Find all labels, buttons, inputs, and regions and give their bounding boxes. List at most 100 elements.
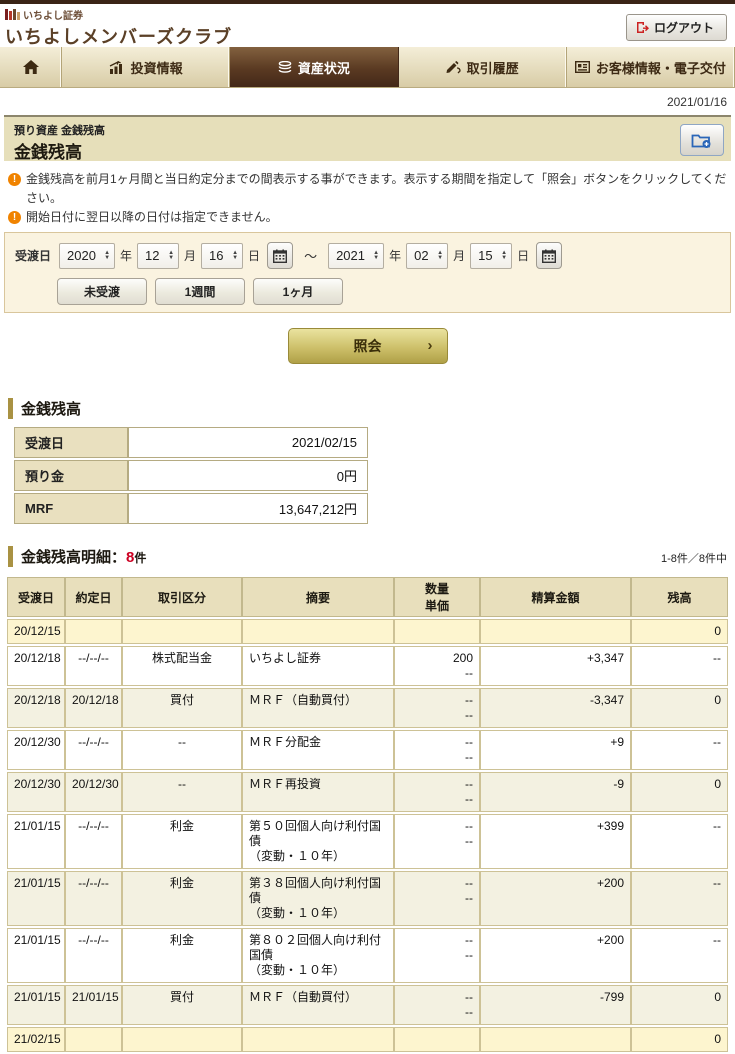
tab-home[interactable]: [0, 47, 62, 87]
folder-plus-icon: [691, 132, 713, 149]
from-month-value: 12: [145, 248, 160, 263]
to-year-select[interactable]: 2021 ▲ ▼: [328, 242, 385, 269]
date-range-form: 受渡日 2020 ▲ ▼ 年 12 ▲ ▼ 月 16 ▲ ▼ 日 ～ 2021 ▲ ▼ …: [4, 232, 731, 313]
cell-settle-date: 21/01/15: [7, 985, 65, 1025]
from-day-select[interactable]: 16 ▲ ▼: [201, 242, 244, 269]
to-year-value: 2021: [336, 248, 365, 263]
from-calendar-button[interactable]: [267, 242, 294, 269]
cell-trade-date: --/--/--: [65, 814, 122, 869]
cell-trade-date: 20/12/30: [65, 772, 122, 812]
cell-settle-date: 20/12/18: [7, 646, 65, 686]
table-row: 20/12/30 --/--/-- -- ＭＲＦ分配金 -- -- +9 --: [7, 730, 728, 770]
summary-label: MRF: [14, 493, 128, 524]
table-row: 21/01/15 21/01/15 買付 ＭＲＦ（自動買付） -- -- -799 0: [7, 985, 728, 1025]
tab-investment-info[interactable]: 投資情報: [62, 47, 231, 87]
cell-settle-date: 20/12/30: [7, 730, 65, 770]
cell-transaction-type: 利金: [122, 814, 242, 869]
cell-settlement-amount: +200: [480, 871, 631, 926]
quick-button-undelivered[interactable]: 未受渡: [57, 278, 147, 305]
notice-list: ! 金銭残高を前月1ヶ月間と当日約定分までの間表示する事ができます。表示する期間…: [8, 170, 727, 227]
table-row: 預り金 0円: [14, 460, 368, 491]
cell-settlement-amount: +200: [480, 928, 631, 983]
inquiry-submit-button[interactable]: 照会 ›: [287, 328, 448, 364]
bar-chart-icon: [109, 60, 125, 74]
cell-description: 第８０２回個人向け利付国債 （変動・１０年）: [242, 928, 394, 983]
cell-trade-date: [65, 1027, 122, 1052]
tab-asset-status[interactable]: 資産状況: [230, 47, 399, 87]
to-day-select[interactable]: 15 ▲ ▼: [470, 242, 513, 269]
cell-transaction-type: [122, 1027, 242, 1052]
save-to-folder-button[interactable]: [680, 124, 724, 156]
detail-table: 受渡日 約定日 取引区分 摘要 数量 単価 精算金額 残高 20/12/15 0 20…: [7, 575, 728, 1054]
cell-settlement-amount: -799: [480, 985, 631, 1025]
cell-balance: --: [631, 871, 728, 926]
to-calendar-button[interactable]: [536, 242, 563, 269]
detail-section-header: 金銭残高明細：8件 1-8件／8件中: [8, 546, 727, 567]
stepper-arrows-icon: ▲ ▼: [168, 249, 175, 261]
quick-button-one-month[interactable]: 1ヶ月: [253, 278, 343, 305]
day-unit: 日: [248, 249, 261, 263]
logout-button[interactable]: ログアウト: [625, 14, 727, 41]
cell-balance: 0: [631, 688, 728, 728]
tab-customer-info[interactable]: お客様情報・電子交付: [567, 47, 735, 87]
logo-stripes-icon: [5, 9, 20, 20]
table-row: 21/01/15 --/--/-- 利金 第５０回個人向け利付国債 （変動・１０年） --…: [7, 814, 728, 869]
cell-quantity-unit-price: 200 --: [394, 646, 480, 686]
notice-item: ! 金銭残高を前月1ヶ月間と当日約定分までの間表示する事ができます。表示する期間…: [8, 170, 727, 208]
cell-quantity-unit-price: -- --: [394, 985, 480, 1025]
cell-balance: --: [631, 928, 728, 983]
site-title: いちよしメンバーズクラブ: [5, 27, 233, 47]
summary-label: 受渡日: [14, 427, 128, 458]
cell-settle-date: 20/12/15: [7, 619, 65, 644]
cell-quantity-unit-price: -- --: [394, 730, 480, 770]
calendar-icon: [273, 249, 288, 263]
cell-balance: 0: [631, 772, 728, 812]
calendar-icon: [542, 249, 557, 263]
cell-trade-date: --/--/--: [65, 928, 122, 983]
cell-quantity-unit-price: [394, 619, 480, 644]
summary-table: 受渡日 2021/02/15 預り金 0円 MRF 13,647,212円: [14, 425, 368, 526]
from-year-select[interactable]: 2020 ▲ ▼: [59, 242, 116, 269]
tab-label: お客様情報・電子交付: [595, 60, 726, 76]
to-month-select[interactable]: 02 ▲ ▼: [406, 242, 449, 269]
tab-label: 投資情報: [130, 60, 183, 76]
cell-description: ＭＲＦ再投資: [242, 772, 394, 812]
cell-trade-date: [65, 619, 122, 644]
table-row: 21/01/15 --/--/-- 利金 第３８回個人向け利付国債 （変動・１０年） --…: [7, 871, 728, 926]
col-settle-date: 受渡日: [7, 577, 65, 617]
cell-description: ＭＲＦ（自動買付）: [242, 688, 394, 728]
day-unit: 日: [517, 249, 530, 263]
cell-description: いちよし証券: [242, 646, 394, 686]
table-row: 20/12/18 20/12/18 買付 ＭＲＦ（自動買付） -- -- -3,347 0: [7, 688, 728, 728]
from-year-value: 2020: [67, 248, 96, 263]
table-row: MRF 13,647,212円: [14, 493, 368, 524]
stepper-arrows-icon: ▲ ▼: [501, 249, 508, 261]
notice-text: 開始日付に翌日以降の日付は指定できません。: [26, 210, 278, 224]
alert-icon: !: [8, 211, 21, 224]
cell-quantity-unit-price: [394, 1027, 480, 1052]
col-quantity-unit-price: 数量 単価: [394, 577, 480, 617]
tab-transaction-history[interactable]: 取引履歴: [399, 47, 567, 87]
to-day-value: 15: [478, 248, 493, 263]
cell-trade-date: --/--/--: [65, 730, 122, 770]
summary-value: 2021/02/15: [128, 427, 368, 458]
col-balance: 残高: [631, 577, 728, 617]
year-unit: 年: [389, 249, 402, 263]
cell-quantity-unit-price: -- --: [394, 688, 480, 728]
cell-transaction-type: 株式配当金: [122, 646, 242, 686]
top-border-bar: [0, 0, 735, 4]
from-month-select[interactable]: 12 ▲ ▼: [137, 242, 180, 269]
month-unit: 月: [184, 249, 197, 263]
alert-icon: !: [8, 173, 21, 186]
notice-item: ! 開始日付に翌日以降の日付は指定できません。: [8, 208, 727, 227]
current-date: 2021/01/16: [666, 95, 727, 109]
cell-description: [242, 619, 394, 644]
quick-button-one-week[interactable]: 1週間: [155, 278, 245, 305]
cell-balance: 0: [631, 619, 728, 644]
cell-settlement-amount: [480, 619, 631, 644]
cell-settle-date: 20/12/30: [7, 772, 65, 812]
summary-value: 13,647,212円: [128, 493, 368, 524]
page-title: 金銭残高: [14, 143, 82, 162]
main-nav: 投資情報 資産状況 取引履歴 お客様情報・電子交付: [0, 47, 735, 88]
cell-transaction-type: 利金: [122, 928, 242, 983]
